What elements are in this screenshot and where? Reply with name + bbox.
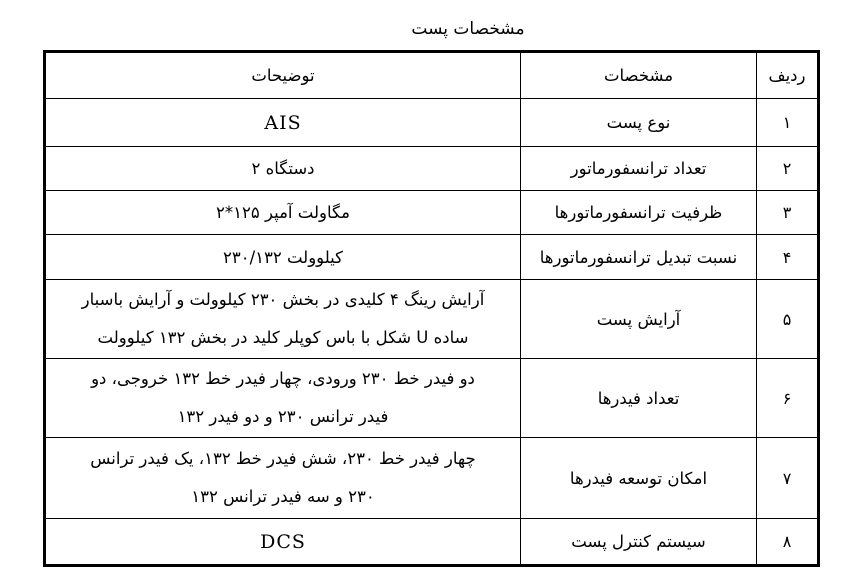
desc-line-1: چهار فیدر خط ۲۳۰، شش فیدر خط ۱۳۲، یک فید…	[90, 449, 476, 468]
desc-line-2: فیدر ترانس ۲۳۰ و دو فیدر ۱۳۲	[177, 407, 389, 426]
table-row: ۶ تعداد فیدرها دو فیدر خط ۲۳۰ ورودی، چها…	[44, 358, 819, 438]
desc-cell: کیلوولت ۲۳۰/۱۳۲	[44, 234, 521, 280]
spec-cell: امکان توسعه فیدرها	[520, 437, 757, 519]
table-header-row: ردیف مشخصات توضیحات	[44, 51, 819, 99]
desc-cell: چهار فیدر خط ۲۳۰، شش فیدر خط ۱۳۲، یک فید…	[44, 437, 521, 519]
row-number-cell: ۵	[756, 279, 819, 359]
desc-line-2: ساده U شکل با باس کوپلر کلید در بخش ۱۳۲ …	[97, 328, 469, 347]
page-title: مشخصات پست	[411, 19, 525, 39]
table-row: ۳ ظرفیت ترانسفورماتورها مگاولت آمپر ۱۲۵*…	[44, 190, 819, 235]
spec-cell: تعداد ترانسفورماتور	[520, 146, 757, 191]
table-row: ۱ نوع پست AIS	[44, 98, 819, 147]
table-row: ۴ نسبت تبدیل ترانسفورماتورها کیلوولت ۲۳۰…	[44, 234, 819, 280]
desc-cell: آرایش رینگ ۴ کلیدی در بخش ۲۳۰ کیلوولت و …	[44, 279, 521, 359]
spec-cell: سیستم کنترل پست	[520, 518, 757, 566]
header-spec: مشخصات	[520, 51, 757, 99]
desc-cell: دو فیدر خط ۲۳۰ ورودی، چهار فیدر خط ۱۳۲ خ…	[44, 358, 521, 438]
desc-line-1: آرایش رینگ ۴ کلیدی در بخش ۲۳۰ کیلوولت و …	[81, 290, 485, 309]
table-row: ۸ سیستم کنترل پست DCS	[44, 518, 819, 566]
desc-line-2: ۲۳۰ و سه فیدر ترانس ۱۳۲	[191, 487, 375, 506]
spec-cell: نوع پست	[520, 98, 757, 147]
spec-cell: نسبت تبدیل ترانسفورماتورها	[520, 234, 757, 280]
substation-specs-table: ردیف مشخصات توضیحات ۱ نوع پست AIS ۲ تعدا…	[43, 50, 820, 567]
header-desc: توضیحات	[44, 51, 521, 99]
row-number-cell: ۴	[756, 234, 819, 280]
row-number-cell: ۶	[756, 358, 819, 438]
spec-cell: ظرفیت ترانسفورماتورها	[520, 190, 757, 235]
desc-cell: دستگاه ۲	[44, 146, 521, 191]
row-number-cell: ۷	[756, 437, 819, 519]
table-row: ۵ آرایش پست آرایش رینگ ۴ کلیدی در بخش ۲۳…	[44, 279, 819, 359]
table-row: ۷ امکان توسعه فیدرها چهار فیدر خط ۲۳۰، ش…	[44, 437, 819, 519]
row-number-cell: ۱	[756, 98, 819, 147]
desc-cell: مگاولت آمپر ۱۲۵*۲	[44, 190, 521, 235]
desc-cell: DCS	[44, 518, 521, 566]
row-number-cell: ۳	[756, 190, 819, 235]
row-number-cell: ۲	[756, 146, 819, 191]
spec-cell: آرایش پست	[520, 279, 757, 359]
header-row-no: ردیف	[756, 51, 819, 99]
desc-cell: AIS	[44, 98, 521, 147]
row-number-cell: ۸	[756, 518, 819, 566]
desc-line-1: دو فیدر خط ۲۳۰ ورودی، چهار فیدر خط ۱۳۲ خ…	[91, 369, 475, 388]
table-row: ۲ تعداد ترانسفورماتور دستگاه ۲	[44, 146, 819, 191]
spec-cell: تعداد فیدرها	[520, 358, 757, 438]
